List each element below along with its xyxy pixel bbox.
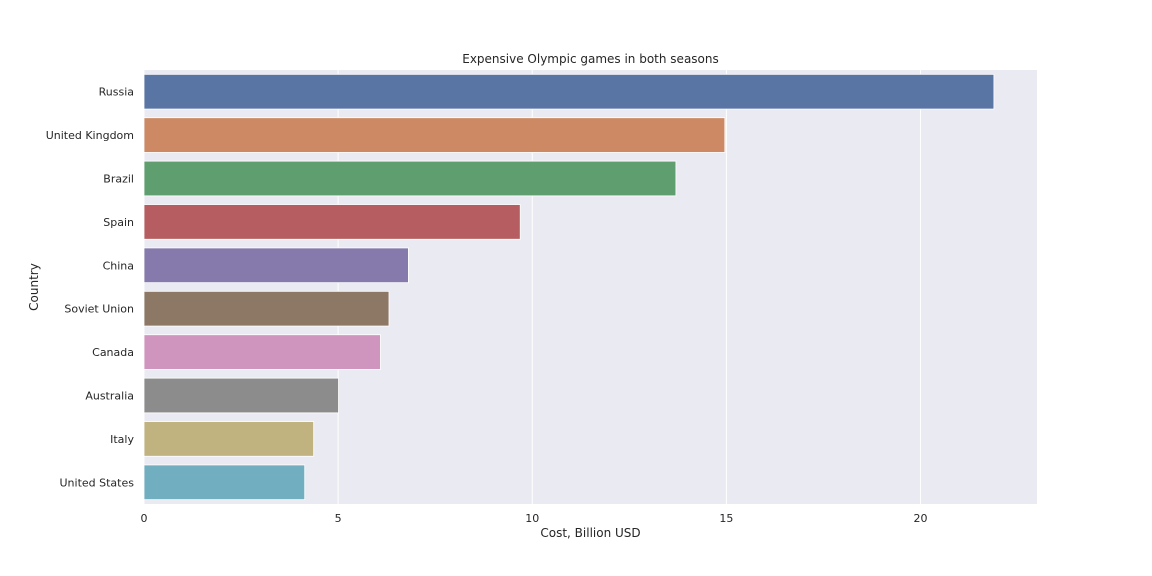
x-tick-label: 20: [914, 512, 928, 525]
bar-italy: [143, 421, 315, 457]
bar-united-states: [143, 464, 306, 501]
chart-title: Expensive Olympic games in both seasons: [462, 52, 719, 66]
x-tick-label: 10: [525, 512, 539, 525]
bar-australia: [143, 377, 339, 414]
bar-soviet-union: [143, 290, 390, 327]
y-tick-label: Italy: [110, 433, 134, 446]
x-tick-labels: 0 5 10 15 20: [141, 512, 928, 525]
y-tick-label: Brazil: [103, 173, 134, 186]
y-tick-label: Australia: [85, 390, 134, 403]
bar-china: [143, 247, 409, 284]
y-tick-labels: Russia United Kingdom Brazil Spain China Sovi…: [46, 86, 135, 490]
y-tick-label: Spain: [103, 216, 134, 229]
bar-united-kingdom: [143, 117, 726, 153]
y-tick-label: Soviet Union: [64, 303, 134, 316]
x-tick-label: 0: [141, 512, 148, 525]
y-tick-label: China: [103, 259, 134, 272]
x-tick-label: 15: [719, 512, 733, 525]
bar-russia: [143, 73, 995, 110]
bars: [143, 73, 995, 501]
bar-brazil: [143, 160, 677, 197]
y-tick-label: United States: [60, 476, 135, 489]
x-tick-label: 5: [335, 512, 342, 525]
x-axis-label: Cost, Billion USD: [540, 526, 640, 540]
y-tick-label: United Kingdom: [46, 129, 134, 142]
bar-canada: [143, 334, 381, 370]
y-axis-label: Country: [27, 263, 41, 311]
y-tick-label: Canada: [92, 346, 134, 359]
bar-spain: [143, 204, 521, 240]
y-tick-label: Russia: [99, 86, 134, 99]
